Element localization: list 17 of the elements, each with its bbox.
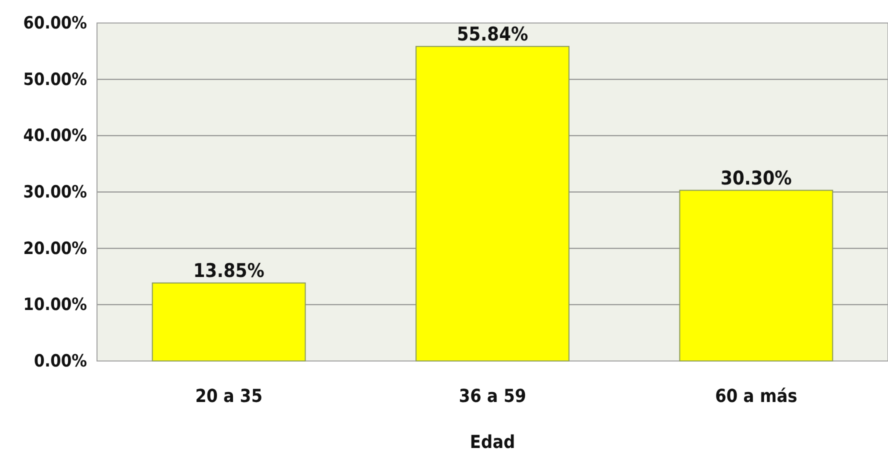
- y-tick-label: 0.00%: [34, 351, 87, 372]
- y-tick-label: 60.00%: [23, 13, 87, 34]
- y-tick-label: 30.00%: [23, 182, 87, 202]
- y-tick-label: 50.00%: [23, 70, 87, 90]
- y-tick-label: 20.00%: [23, 238, 87, 259]
- y-tick-label: 10.00%: [23, 295, 87, 316]
- data-label: 30.30%: [720, 167, 792, 190]
- x-tick-label: 20 a 35: [195, 386, 262, 407]
- bar: [679, 190, 834, 362]
- bar: [152, 282, 306, 362]
- data-label: 13.85%: [193, 260, 264, 282]
- x-tick-label: 36 a 59: [458, 386, 526, 407]
- data-label: 55.84%: [456, 23, 528, 46]
- x-tick-label: 60 a más: [715, 386, 798, 407]
- y-tick-label: 40.00%: [23, 126, 87, 146]
- x-axis-title: Edad: [470, 432, 516, 453]
- bar: [416, 46, 570, 362]
